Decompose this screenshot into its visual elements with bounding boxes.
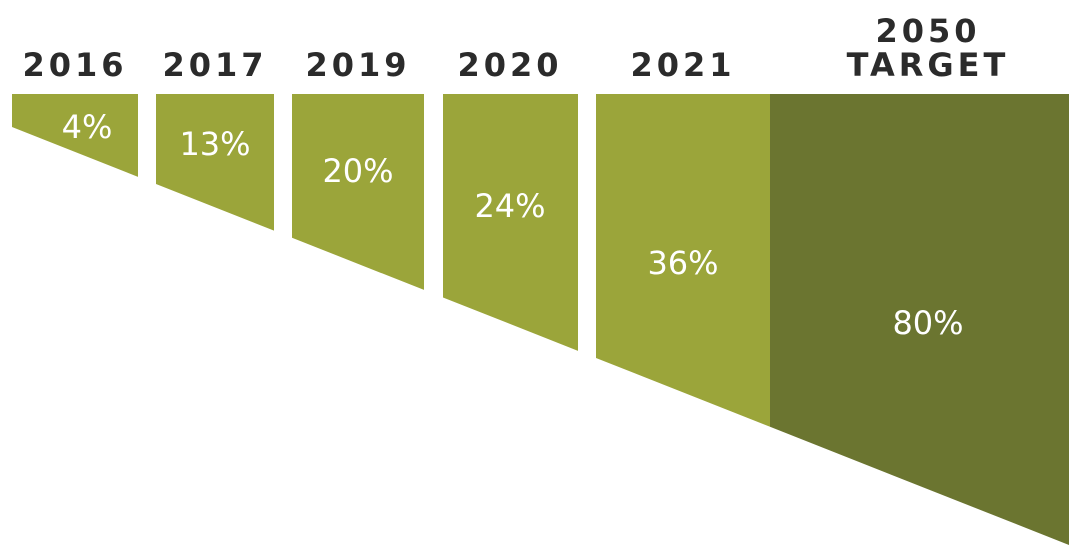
category-label: TARGET (847, 46, 1010, 84)
category-label: 2017 (162, 46, 267, 84)
category-label: 2021 (630, 46, 735, 84)
bar-2017 (156, 94, 274, 231)
bar-2050-target (770, 94, 1069, 545)
value-label: 36% (647, 244, 718, 282)
value-label: 4% (62, 108, 113, 146)
category-label: 2020 (457, 46, 562, 84)
bar-2020 (443, 94, 578, 351)
bar-2016 (12, 94, 138, 177)
bar-2021 (596, 94, 770, 427)
category-label: 2016 (22, 46, 127, 84)
category-label: 2019 (305, 46, 410, 84)
value-label: 80% (892, 304, 963, 342)
value-label: 24% (474, 187, 545, 225)
bar-2019 (292, 94, 424, 290)
value-label: 20% (322, 152, 393, 190)
value-label: 13% (179, 125, 250, 163)
category-label: 2050 (875, 12, 980, 50)
